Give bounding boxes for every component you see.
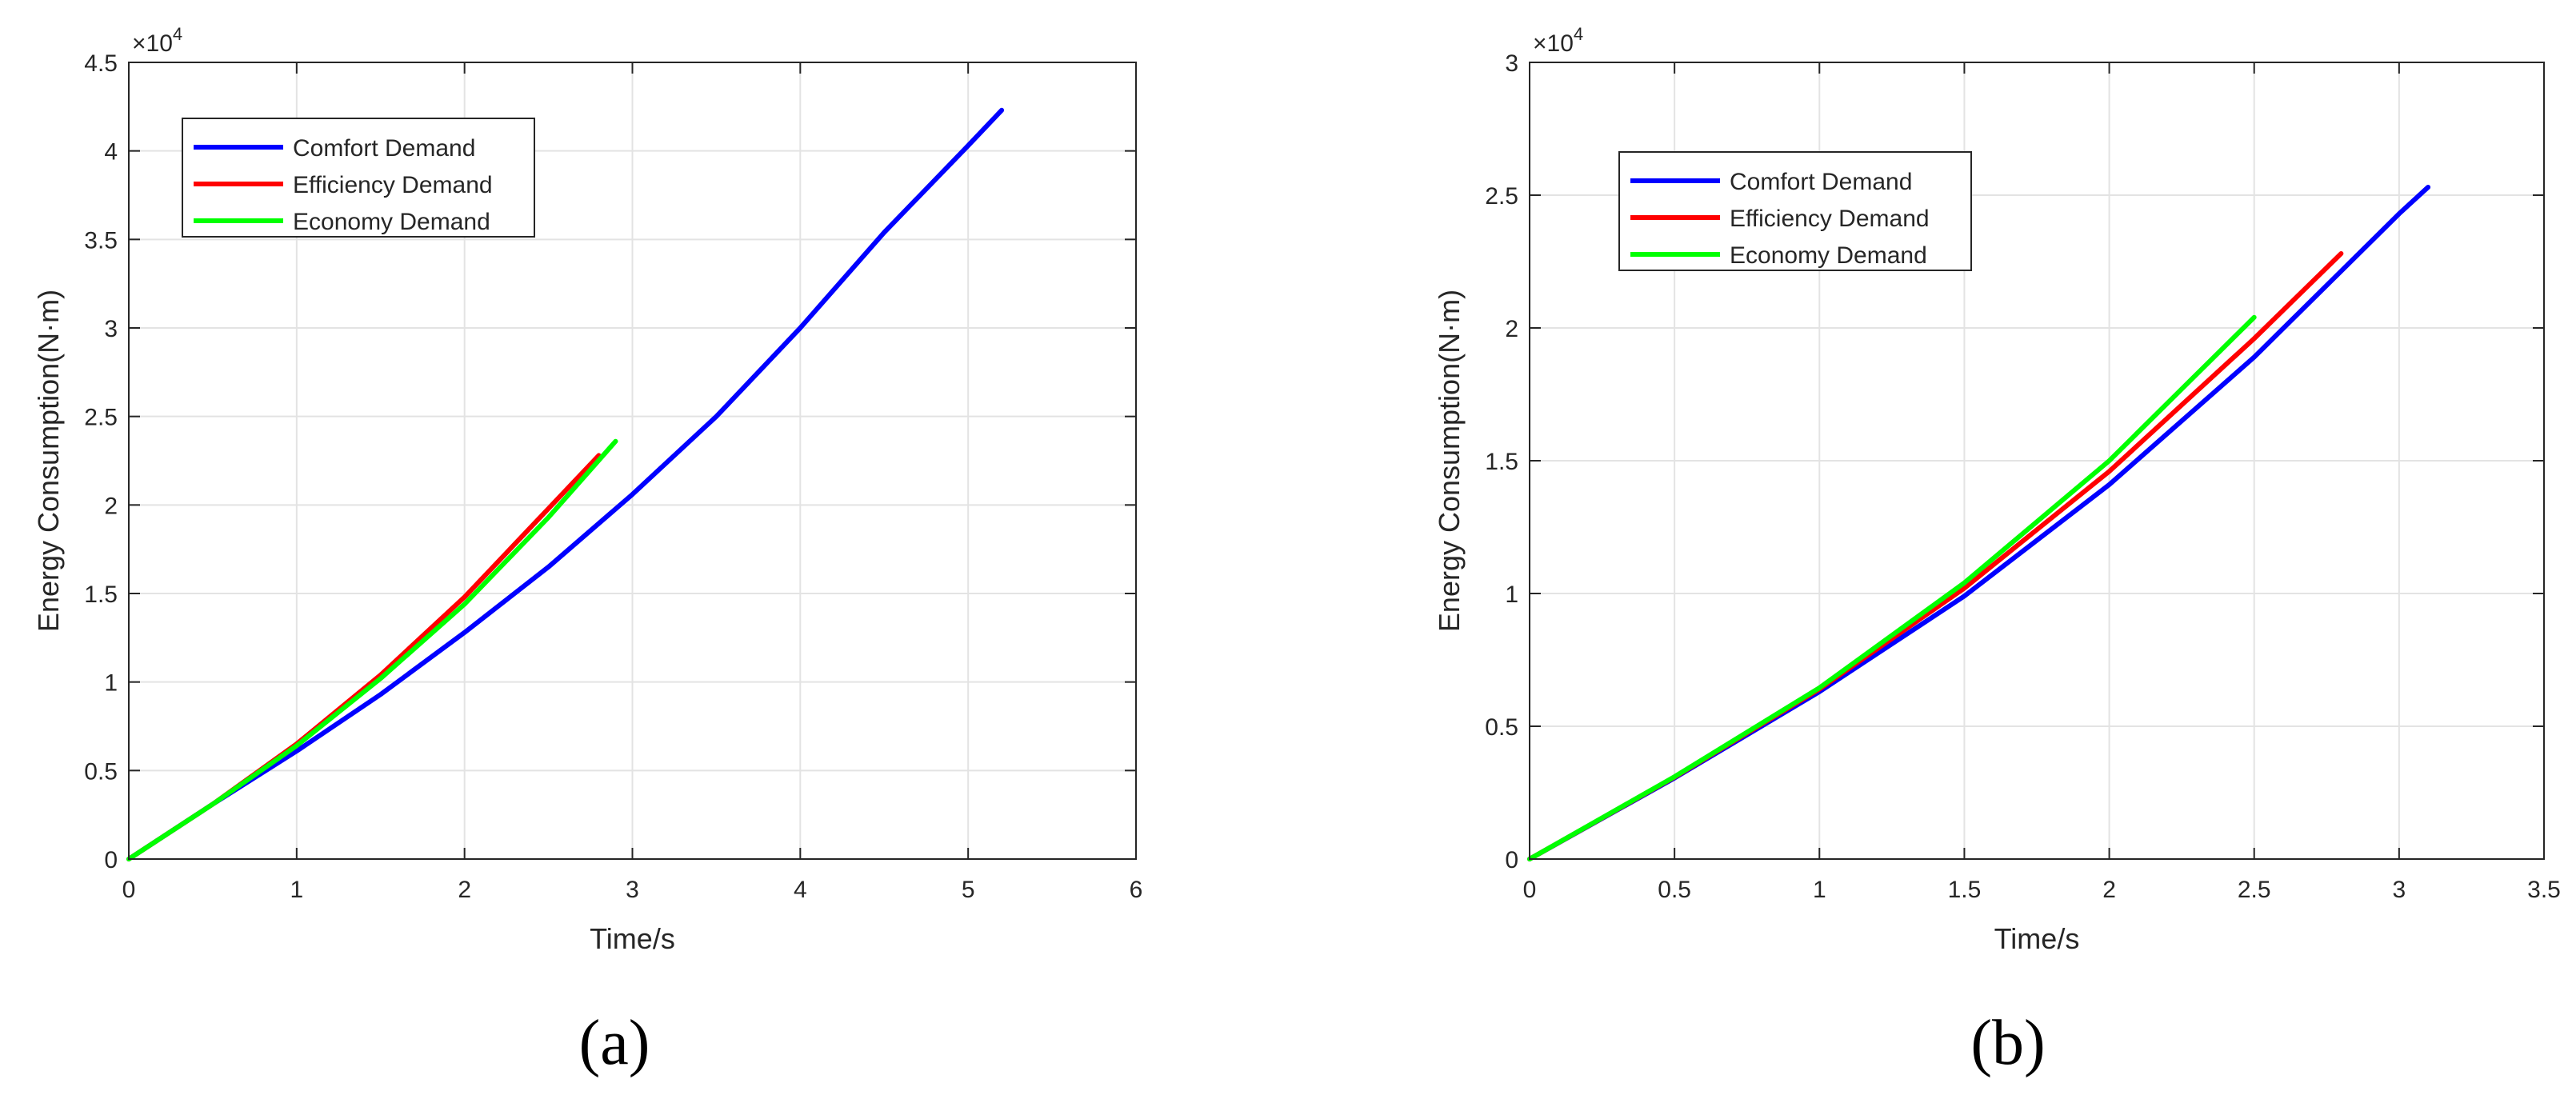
x-tick-label: 0 — [1523, 877, 1537, 903]
x-tick-label: 2 — [458, 877, 471, 903]
x-tick-label: 1 — [290, 877, 303, 903]
y-tick-label: 1 — [1505, 581, 1518, 608]
y-tick-label: 4.5 — [84, 50, 118, 77]
y-tick-label: 2 — [1505, 316, 1518, 342]
y-axis-label: Energy Consumption(N·m) — [1433, 290, 1466, 632]
y-tick-label: 1.5 — [84, 581, 118, 608]
axes-box — [1529, 62, 2545, 860]
x-tick-label: 0 — [122, 877, 136, 903]
x-tick-label: 2 — [2102, 877, 2116, 903]
series-line-economy-demand — [126, 438, 618, 861]
y-tick-label: 4 — [104, 139, 118, 166]
y-tick-label: 1 — [104, 670, 118, 697]
chart-panel-1: 0 1 2 3 4 5 6 0 0.5 1 1.5 2 2.5 3 3.5 4 4.5 ×104 Time/s Ene… — [32, 24, 1142, 1078]
legend-box — [182, 118, 535, 238]
y-tick-label: 2.5 — [84, 405, 118, 431]
x-tick-label: 3.5 — [2527, 877, 2561, 903]
y-axis-label: Energy Consumption(N·m) — [32, 290, 65, 632]
legend-entry: Efficiency Demand — [1730, 206, 1930, 232]
y-tick-label: 0 — [104, 847, 118, 873]
x-axis-label: Time/s — [1994, 922, 2080, 955]
x-tick-label: 6 — [1130, 877, 1143, 903]
x-tick-label: 3 — [626, 877, 639, 903]
x-axis-label: Time/s — [590, 922, 675, 955]
x-tick-label: 3 — [2393, 877, 2406, 903]
legend-entry: Comfort Demand — [1730, 169, 1912, 195]
legend-entry: Efficiency Demand — [293, 172, 493, 198]
y-tick-label: 3 — [1505, 50, 1518, 77]
y-exponent-label: ×104 — [132, 24, 182, 57]
x-tick-label: 2.5 — [2238, 877, 2271, 903]
x-tick-label: 1 — [1813, 877, 1826, 903]
y-exponent-power: 4 — [173, 24, 182, 44]
legend-entry: Economy Demand — [293, 209, 490, 235]
y-tick-label: 2.5 — [1485, 183, 1518, 210]
legend-entry: Comfort Demand — [293, 135, 475, 162]
legend-box — [1618, 151, 1972, 271]
x-tick-label: 5 — [962, 877, 975, 903]
y-tick-label: 0.5 — [1485, 714, 1518, 741]
legend-entry: Economy Demand — [1730, 242, 1927, 269]
axes-box — [128, 62, 1137, 860]
panel-label: (a) — [579, 1008, 650, 1078]
y-exponent-power: 4 — [1574, 24, 1583, 44]
panel-label: (b) — [1970, 1008, 2045, 1078]
legend: Comfort Demand Efficiency Demand Economy D… — [1618, 151, 1972, 271]
y-tick-label: 1.5 — [1485, 449, 1518, 475]
x-tick-label: 1.5 — [1948, 877, 1982, 903]
y-tick-label: 3 — [104, 316, 118, 342]
x-tick-label: 4 — [794, 877, 807, 903]
series-line-comfort-demand — [126, 107, 1005, 861]
series-line-economy-demand — [1527, 314, 2257, 861]
chart-panel-2: 0 0.5 1 1.5 2 2.5 3 3.5 0 0.5 1 1.5 2 2.5 3 ×104 Time/s E… — [1433, 24, 2561, 1078]
y-exponent-label: ×104 — [1533, 24, 1583, 57]
y-tick-label: 0.5 — [84, 758, 118, 785]
y-tick-label: 2 — [104, 493, 118, 519]
legend: Comfort Demand Efficiency Demand Economy D… — [182, 118, 535, 238]
x-tick-label: 0.5 — [1658, 877, 1691, 903]
y-tick-label: 0 — [1505, 847, 1518, 873]
y-tick-label: 3.5 — [84, 227, 118, 254]
